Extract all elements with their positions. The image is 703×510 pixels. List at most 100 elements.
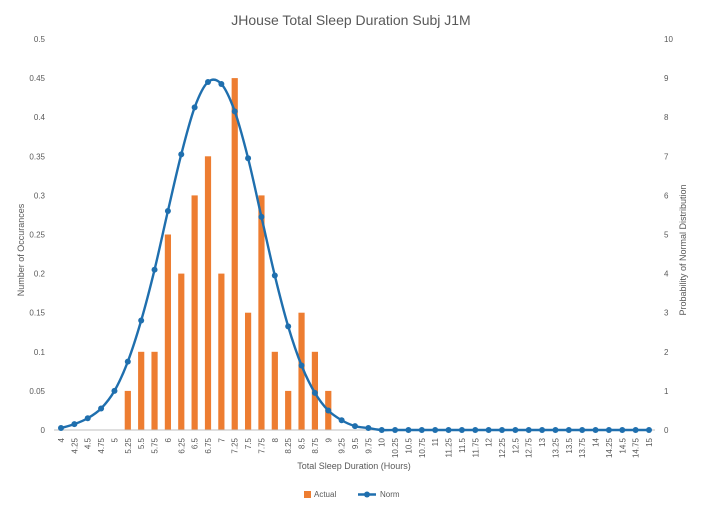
x-tick-label: 10.75 [418,437,427,458]
y2-axis-title: Probability of Normal Distribution [678,184,688,315]
x-tick-label: 10.5 [404,437,413,453]
norm-marker [138,317,145,324]
bar-actual [298,312,305,430]
norm-marker [258,213,265,220]
norm-marker [365,425,372,432]
norm-marker [619,427,626,433]
legend-norm-marker [364,491,370,498]
x-tick-label: 5.5 [137,437,146,449]
right-axis-ticks: 0 1 2 3 4 5 6 7 8 9 10 [664,35,673,435]
y2-tick-label: 3 [664,309,669,318]
norm-marker [646,427,652,433]
norm-marker [124,358,131,365]
norm-marker [58,425,64,432]
norm-marker [579,427,586,433]
legend-actual-swatch [304,491,311,498]
bar-actual [138,351,145,430]
norm-marker [565,427,572,433]
norm-series [58,78,652,433]
norm-marker [298,362,305,369]
x-tick-label: 14 [592,437,601,446]
x-tick-label: 4.25 [70,437,79,453]
y2-tick-label: 1 [664,387,669,396]
x-tick-label: 8.5 [298,437,307,449]
x-tick-label: 4.5 [84,437,93,449]
x-tick-label: 4.75 [97,437,106,453]
y-tick-label: 0.3 [34,191,46,200]
bar-actual [151,351,158,430]
bar-actual [178,273,185,430]
norm-marker [71,421,78,428]
norm-marker [338,417,345,424]
x-tick-label: 6 [164,437,173,442]
x-tick-label: 8 [271,437,280,442]
y2-tick-label: 2 [664,348,669,357]
y-tick-label: 0.5 [34,35,46,44]
norm-marker [499,427,505,433]
y-tick-label: 0.15 [29,309,45,318]
legend-actual-label: Actual [314,490,336,499]
legend: Actual Norm [304,490,400,499]
norm-marker [472,427,479,433]
x-tick-label: 6.25 [177,437,186,453]
x-tick-label: 12.75 [525,437,534,458]
norm-marker [552,427,559,433]
bar-actual [164,234,172,430]
norm-marker [245,155,252,162]
norm-marker [392,427,399,433]
norm-marker [285,323,292,330]
bar-actual [285,390,292,430]
y-tick-label: 0.2 [34,270,46,279]
norm-marker [151,266,158,273]
x-tick-label: 12.5 [511,437,520,453]
y2-tick-label: 10 [664,35,673,44]
y2-tick-label: 4 [664,270,669,279]
x-tick-label: 12.25 [498,437,507,458]
x-tick-label: 14.5 [618,437,627,453]
norm-marker [98,405,105,412]
bar-actual [258,195,265,430]
x-tick-label: 11.25 [445,437,454,457]
norm-marker [271,272,278,279]
x-tick-label: 7.5 [244,437,253,449]
y2-tick-label: 7 [664,152,669,161]
norm-marker [592,427,599,433]
bar-actual [124,390,131,430]
bar-actual [218,273,225,430]
x-tick-label: 9.25 [338,437,347,453]
y-tick-label: 0.05 [29,387,45,396]
norm-marker [178,151,185,158]
norm-marker [539,427,546,433]
y2-tick-label: 0 [664,426,669,435]
x-tick-label: 14.75 [632,437,641,458]
norm-marker [632,427,639,433]
norm-marker [605,427,612,433]
norm-marker [84,415,91,422]
x-tick-label: 5.25 [124,437,133,453]
x-tick-label: 15 [645,437,654,446]
bar-actual [271,351,278,430]
y-tick-label: 0 [41,426,46,435]
chart-title: JHouse Total Sleep Duration Subj J1M [231,12,470,28]
x-tick-label: 11 [431,437,440,446]
x-tick-label: 6.5 [191,437,200,449]
norm-marker [325,407,332,414]
x-tick-label: 9.75 [364,437,373,453]
y-tick-label: 0.4 [34,113,46,122]
left-axis-ticks: 0 0.05 0.1 0.15 0.2 0.25 0.3 0.35 0.4 0.45 0.5 [29,35,45,435]
x-tick-label: 5.75 [151,437,160,453]
x-tick-label: 14.25 [605,437,614,458]
y-tick-label: 0.35 [29,152,45,161]
x-tick-label: 13.5 [565,437,574,453]
bars-actual [124,78,332,431]
x-tick-label: 13 [538,437,547,446]
norm-marker [111,387,118,394]
bar-actual [204,156,212,431]
y-axis-title: Number of Occurances [16,203,26,296]
x-tick-label: 7 [217,437,226,442]
x-tick-label: 12 [485,437,494,446]
x-tick-label: 7.25 [231,437,240,453]
x-tick-label: 11.75 [471,437,480,457]
x-tick-label: 8.25 [284,437,293,453]
